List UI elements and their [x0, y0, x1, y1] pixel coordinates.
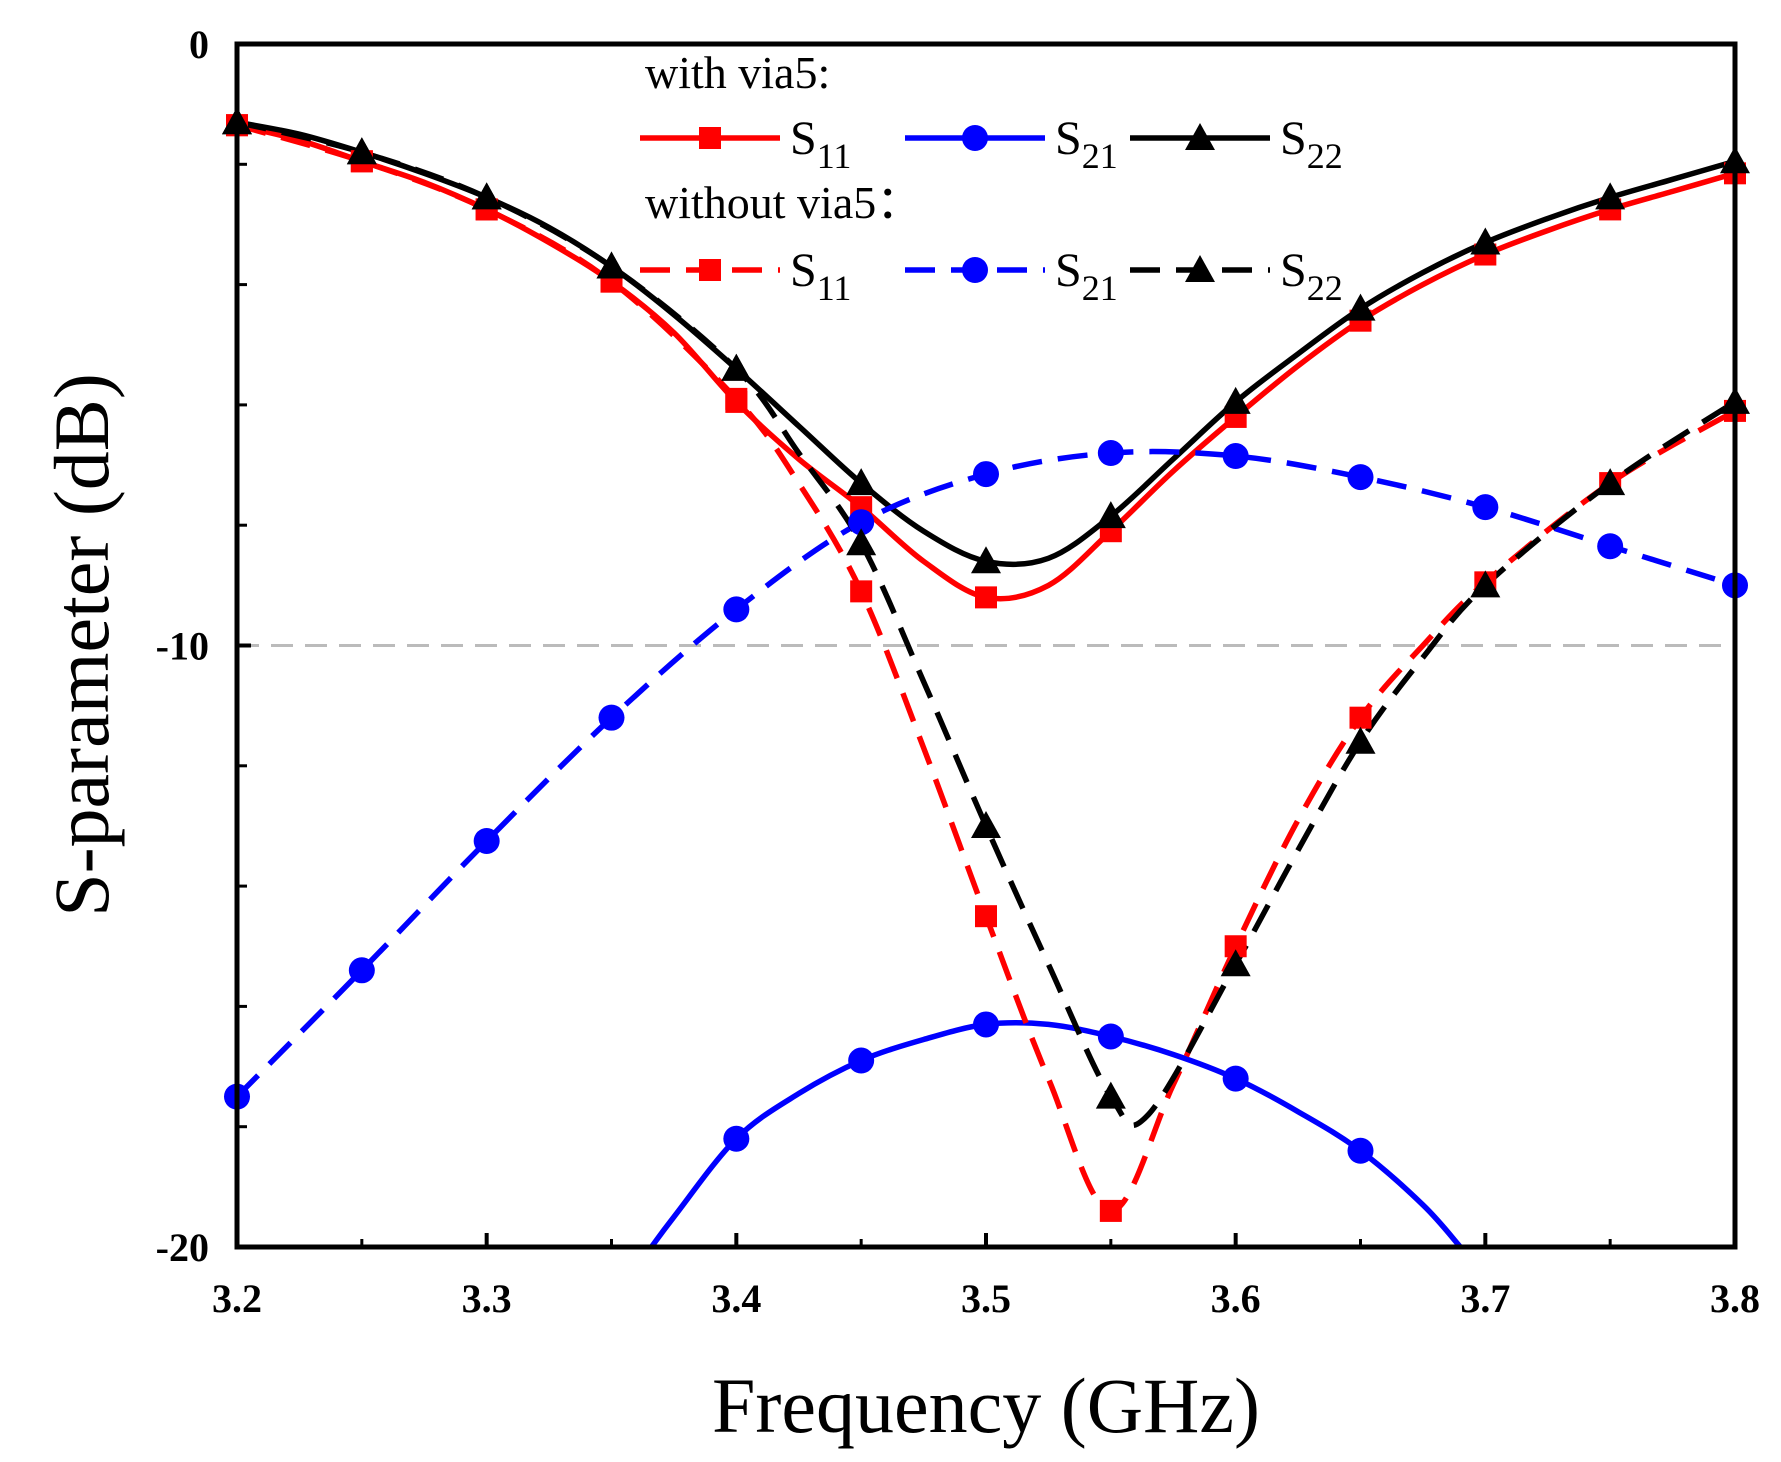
data-point-without_S21 [348, 957, 375, 984]
x-tick-label: 3.5 [961, 1276, 1011, 1321]
data-point-without_S22 [1595, 468, 1626, 496]
x-tick-label: 3.4 [711, 1276, 761, 1321]
series-line-without_S22 [237, 119, 1735, 1129]
data-point-with_S21 [1347, 1137, 1374, 1164]
data-point-without_S21 [1472, 494, 1499, 521]
legend-marker-with_S11 [699, 127, 721, 149]
data-point-with_S22 [1220, 386, 1251, 414]
y-tick-label: -20 [156, 1225, 209, 1270]
legend-marker-without_S21 [962, 257, 988, 283]
legend-label-without_S11: S11 [790, 244, 851, 308]
legend-marker-without_S11 [699, 259, 721, 281]
data-point-without_S22 [346, 137, 377, 165]
series-line-with_S21 [649, 1019, 1463, 1247]
data-point-with_S22 [1595, 182, 1626, 210]
data-point-without_S22 [1470, 570, 1501, 598]
data-point-without_S22 [971, 810, 1001, 838]
legend-label-without_S21: S21 [1055, 244, 1118, 308]
data-point-with_S22 [1470, 227, 1501, 255]
data-point-without_S11 [975, 905, 997, 928]
data-point-without_S11 [850, 580, 873, 603]
y-tick-label: -10 [156, 624, 209, 669]
data-point-without_S21 [973, 461, 999, 488]
data-point-with_S21 [973, 1011, 999, 1038]
y-axis-title: S-parameter (dB) [38, 373, 125, 917]
data-point-without_S21 [1597, 533, 1624, 560]
legend-marker-without_S22 [1185, 255, 1215, 282]
x-tick-label: 3.7 [1460, 1276, 1510, 1321]
x-tick-label: 3.6 [1211, 1276, 1261, 1321]
legend-marker-with_S22 [1185, 123, 1215, 150]
data-point-without_S11 [1224, 935, 1247, 958]
legend-label-with_S22: S22 [1280, 112, 1343, 176]
data-point-with_S21 [1097, 1023, 1124, 1050]
data-point-without_S22 [846, 528, 877, 556]
data-point-with_S21 [723, 1125, 750, 1152]
legend-label-without_S22: S22 [1280, 244, 1343, 308]
data-point-without_S21 [848, 509, 875, 536]
data-point-with_S22 [1345, 293, 1376, 321]
data-point-without_S22 [471, 182, 502, 210]
y-tick-label: 0 [189, 22, 209, 67]
x-tick-label: 3.3 [462, 1276, 512, 1321]
data-point-without_S22 [596, 251, 627, 279]
data-point-without_S11 [725, 387, 748, 410]
legend-label-with_S11: S11 [790, 112, 851, 176]
data-point-without_S22 [1220, 949, 1251, 977]
data-point-without_S22 [721, 353, 752, 381]
data-point-without_S21 [598, 704, 625, 731]
data-point-without_S11 [1099, 1199, 1122, 1222]
data-point-with_S21 [848, 1047, 875, 1074]
data-point-with_S22 [1095, 501, 1126, 529]
data-point-with_S22 [971, 546, 1001, 574]
x-axis-title: Frequency (GHz) [712, 1362, 1260, 1449]
legend-heading: with via5: [645, 47, 830, 98]
legend-label-with_S21: S21 [1055, 112, 1118, 176]
data-point-without_S21 [1347, 464, 1374, 491]
data-point-without_S21 [473, 827, 500, 854]
data-point-without_S21 [723, 596, 750, 623]
data-point-without_S21 [1097, 440, 1124, 467]
data-point-without_S21 [1222, 443, 1249, 470]
legend-heading: without via5： [645, 177, 922, 228]
data-point-without_S11 [1349, 706, 1372, 729]
x-tick-label: 3.8 [1710, 1276, 1760, 1321]
series-line-without_S11 [237, 122, 1735, 1214]
data-point-with_S21 [1222, 1065, 1249, 1092]
data-point-without_S22 [1095, 1081, 1126, 1109]
legend-marker-with_S21 [962, 125, 988, 151]
data-point-with_S11 [975, 586, 997, 609]
x-tick-label: 3.2 [212, 1276, 262, 1321]
data-point-with_S22 [846, 468, 877, 496]
data-point-without_S22 [1345, 726, 1376, 754]
